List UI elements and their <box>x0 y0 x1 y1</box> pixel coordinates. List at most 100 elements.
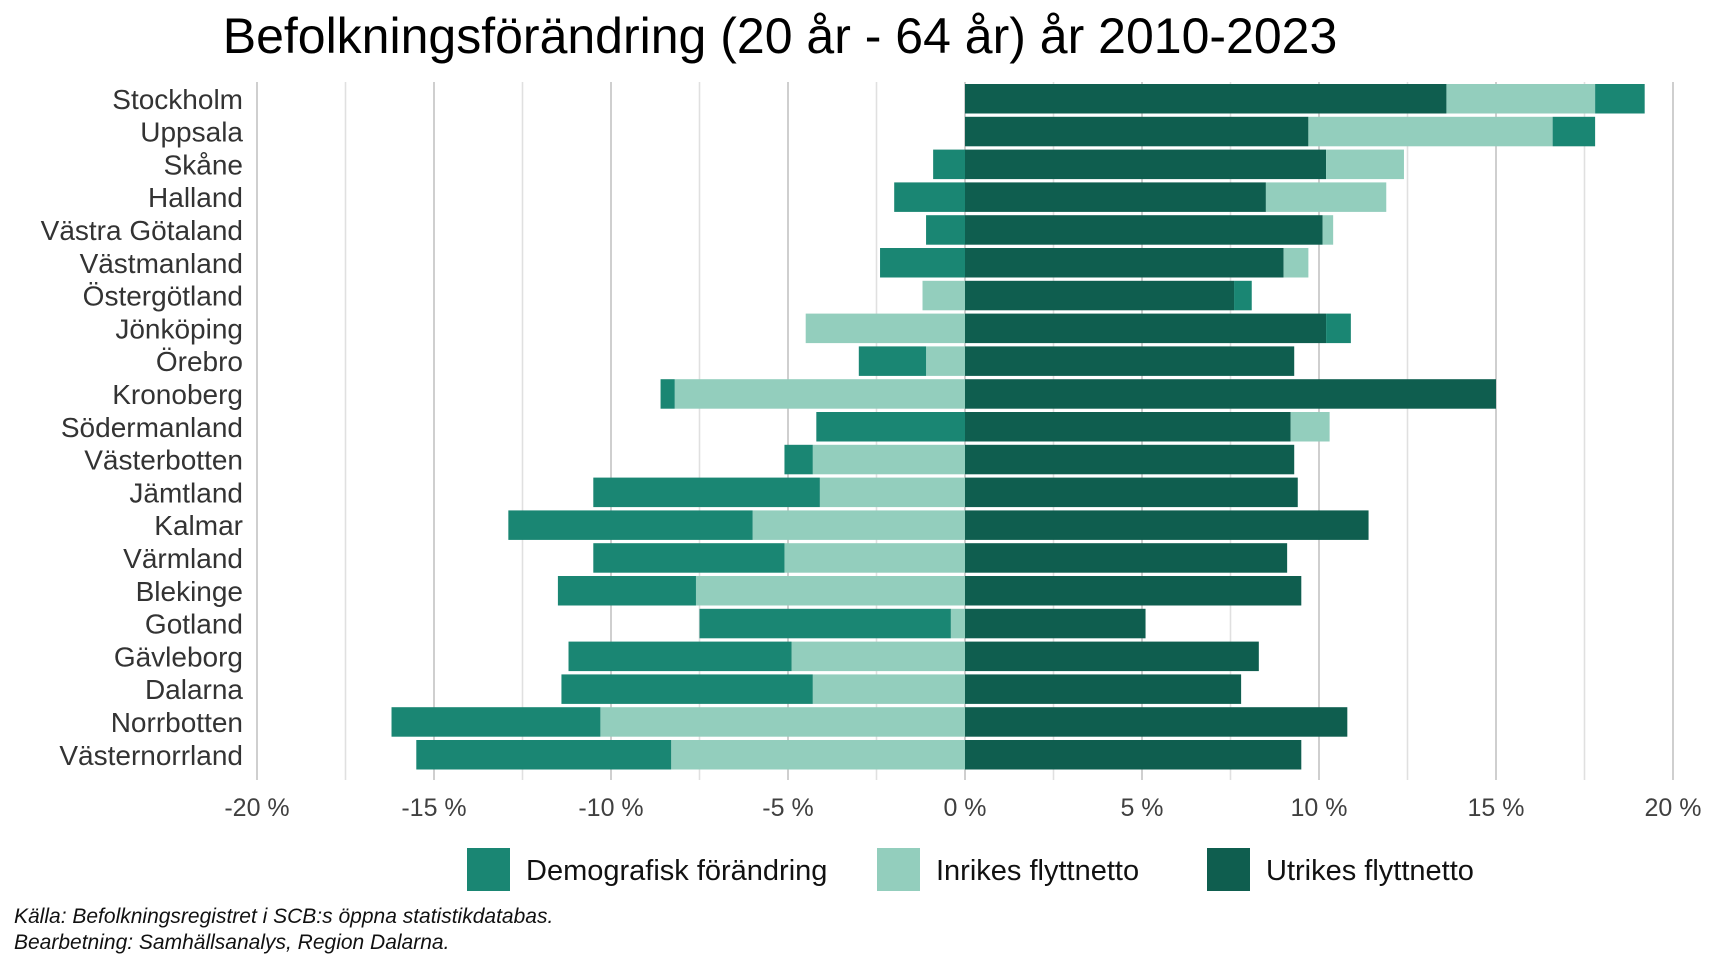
bar-demografisk-förändring <box>561 674 813 704</box>
bar-inrikes-flyttnetto <box>1265 182 1387 212</box>
x-tick-label: 5 % <box>1120 794 1163 822</box>
processing-line: Bearbetning: Samhällsanalys, Region Dala… <box>14 931 450 954</box>
bar-inrikes-flyttnetto <box>1322 215 1334 245</box>
bar-demografisk-förändring <box>557 576 696 606</box>
legend-swatch-inrikes-flyttnetto <box>877 848 920 891</box>
legend-label-demografisk-förändring: Demografisk förändring <box>526 855 827 887</box>
bar-demografisk-förändring <box>416 740 672 770</box>
category-label: Uppsala <box>140 117 243 148</box>
x-tick-label: 10 % <box>1291 794 1348 822</box>
bar-utrikes-flyttnetto <box>965 444 1295 475</box>
category-label: Dalarna <box>145 674 243 705</box>
bar-utrikes-flyttnetto <box>965 543 1288 573</box>
bar-demografisk-förändring <box>894 182 965 212</box>
category-label: Gotland <box>145 609 243 640</box>
category-label: Östergötland <box>83 281 243 312</box>
bar-utrikes-flyttnetto <box>965 477 1298 508</box>
bar-inrikes-flyttnetto <box>600 707 965 737</box>
category-label: Västmanland <box>80 248 243 279</box>
category-label: Örebro <box>156 346 243 377</box>
bar-utrikes-flyttnetto <box>965 346 1295 376</box>
bar-utrikes-flyttnetto <box>965 641 1259 672</box>
bar-utrikes-flyttnetto <box>965 84 1447 114</box>
bar-demografisk-förändring <box>593 543 785 573</box>
bar-demografisk-förändring <box>816 412 965 442</box>
bar-demografisk-förändring <box>699 608 951 639</box>
bar-utrikes-flyttnetto <box>965 280 1235 311</box>
category-label: Västra Götaland <box>41 215 243 246</box>
category-label: Jönköping <box>115 313 243 344</box>
bar-demografisk-förändring <box>926 215 965 245</box>
bar-utrikes-flyttnetto <box>965 510 1369 540</box>
chart-title: Befolkningsförändring (20 år - 64 år) år… <box>222 8 1338 64</box>
bar-inrikes-flyttnetto <box>922 280 965 311</box>
bars <box>391 84 1645 770</box>
bar-demografisk-förändring <box>1595 84 1645 114</box>
category-label: Kronoberg <box>112 379 243 410</box>
bar-inrikes-flyttnetto <box>926 346 965 376</box>
bar-inrikes-flyttnetto <box>752 510 965 540</box>
category-label: Skåne <box>164 149 243 180</box>
bar-utrikes-flyttnetto <box>965 116 1309 147</box>
category-label: Stockholm <box>112 84 243 115</box>
category-label: Värmland <box>123 543 243 574</box>
bar-inrikes-flyttnetto <box>784 543 965 573</box>
bar-demografisk-förändring <box>508 510 753 540</box>
x-tick-label: 20 % <box>1645 794 1702 822</box>
bar-utrikes-flyttnetto <box>965 576 1302 606</box>
x-tick-label: -20 % <box>224 794 289 822</box>
bar-inrikes-flyttnetto <box>1290 412 1330 442</box>
bar-utrikes-flyttnetto <box>965 707 1348 737</box>
category-label: Västernorrland <box>59 740 243 771</box>
x-tick-label: -10 % <box>578 794 643 822</box>
bar-demografisk-förändring <box>1326 313 1351 344</box>
bar-inrikes-flyttnetto <box>812 674 965 704</box>
bar-utrikes-flyttnetto <box>965 182 1266 212</box>
bar-demografisk-förändring <box>880 248 965 278</box>
bar-utrikes-flyttnetto <box>965 248 1284 278</box>
bar-demografisk-förändring <box>593 477 820 508</box>
bar-utrikes-flyttnetto <box>965 149 1327 180</box>
bar-utrikes-flyttnetto <box>965 740 1302 770</box>
x-axis-tick-labels: -20 % -15 % -10 % -5 % 0 % 5 % 10 % 15 % 20 % <box>224 794 1701 822</box>
bar-demografisk-förändring <box>1552 116 1596 147</box>
x-tick-label: 0 % <box>943 794 986 822</box>
category-label: Jämtland <box>129 477 243 508</box>
category-label: Gävleborg <box>114 641 243 672</box>
x-tick-label: -15 % <box>401 794 466 822</box>
category-label: Norrbotten <box>111 707 243 738</box>
legend-swatch-demografisk-förändring <box>467 848 510 891</box>
bar-inrikes-flyttnetto <box>819 477 965 508</box>
bar-utrikes-flyttnetto <box>965 674 1242 704</box>
bar-demografisk-förändring <box>1234 280 1252 311</box>
category-label: Södermanland <box>61 412 243 443</box>
bar-utrikes-flyttnetto <box>965 608 1146 639</box>
bar-inrikes-flyttnetto <box>950 608 965 639</box>
bar-utrikes-flyttnetto <box>965 412 1291 442</box>
legend-swatch-utrikes-flyttnetto <box>1207 848 1250 891</box>
legend-label-utrikes-flyttnetto: Utrikes flyttnetto <box>1266 855 1474 887</box>
bar-inrikes-flyttnetto <box>805 313 965 344</box>
source-line: Källa: Befolkningsregistret i SCB:s öppn… <box>14 905 554 928</box>
bar-demografisk-förändring <box>784 444 813 475</box>
bar-demografisk-förändring <box>933 149 965 180</box>
category-label: Västerbotten <box>84 445 243 476</box>
bar-inrikes-flyttnetto <box>791 641 965 672</box>
bar-inrikes-flyttnetto <box>671 740 965 770</box>
bar-inrikes-flyttnetto <box>812 444 965 475</box>
bar-inrikes-flyttnetto <box>1326 149 1404 180</box>
bar-utrikes-flyttnetto <box>965 313 1327 344</box>
bar-demografisk-förändring <box>568 641 792 672</box>
category-label: Halland <box>148 182 243 213</box>
bar-demografisk-förändring <box>660 379 675 409</box>
bar-inrikes-flyttnetto <box>1446 84 1596 114</box>
category-label: Blekinge <box>136 576 243 607</box>
x-tick-label: -5 % <box>762 794 813 822</box>
bar-inrikes-flyttnetto <box>1283 248 1309 278</box>
x-tick-label: 15 % <box>1468 794 1525 822</box>
bar-demografisk-förändring <box>391 707 601 737</box>
bar-inrikes-flyttnetto <box>674 379 965 409</box>
category-label: Kalmar <box>154 510 243 541</box>
